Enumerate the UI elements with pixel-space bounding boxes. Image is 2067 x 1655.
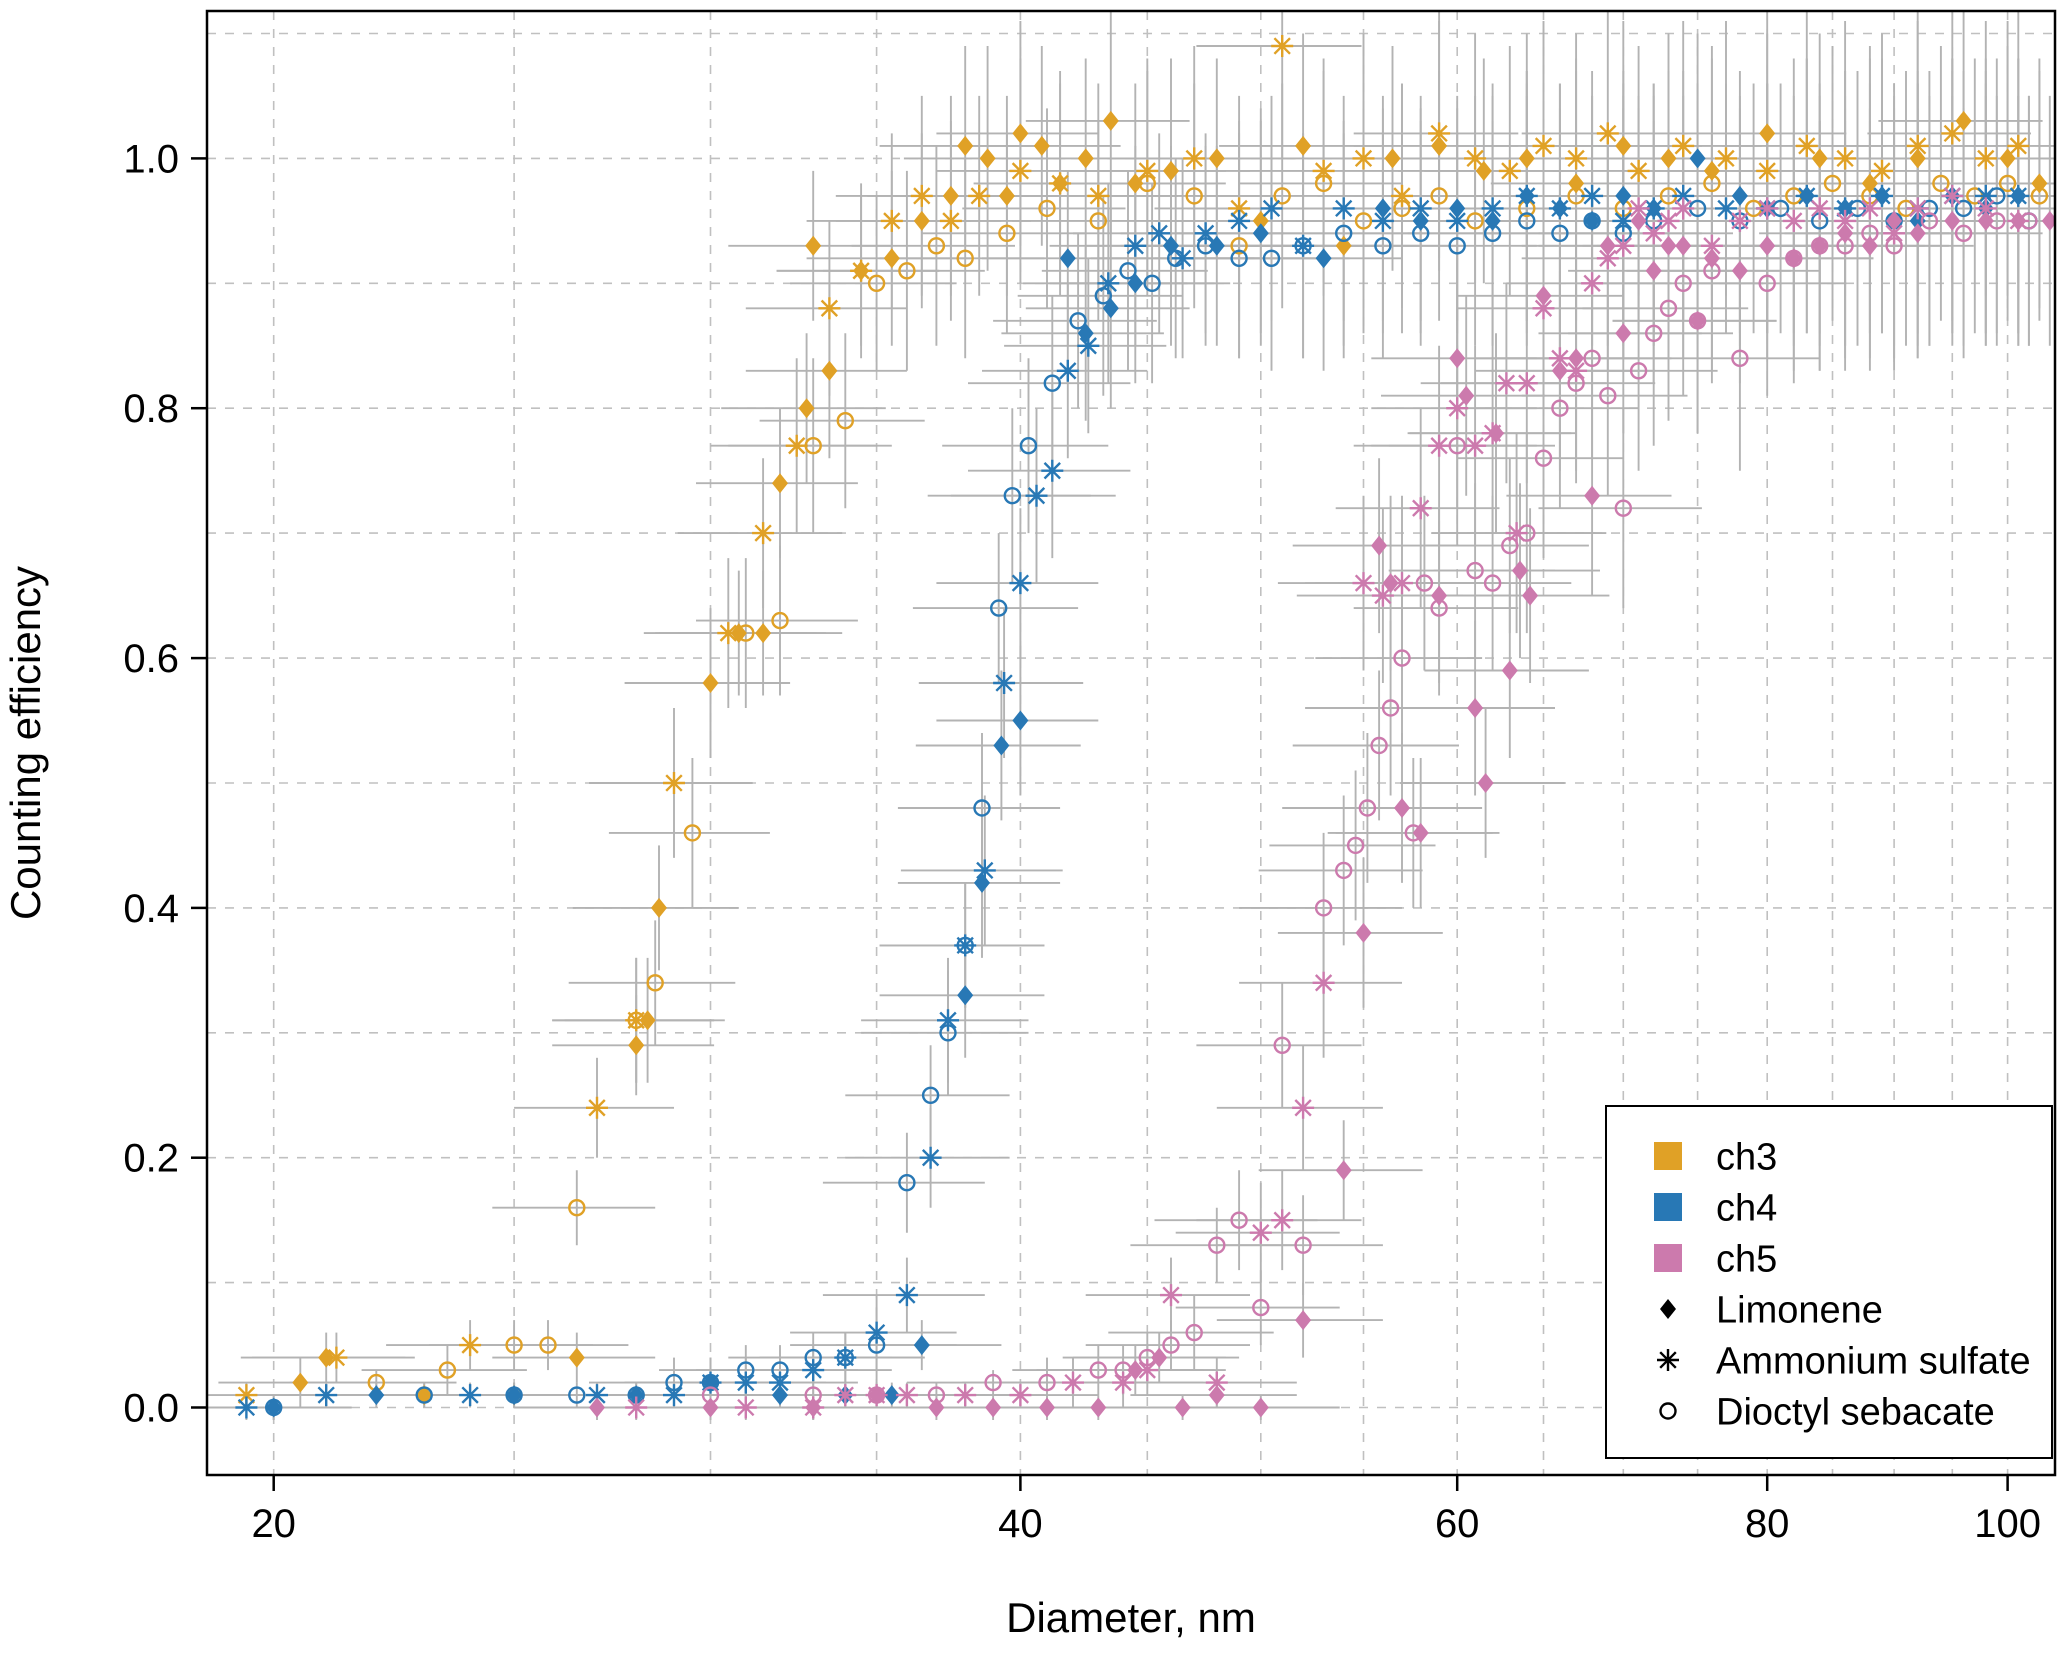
legend-item-dioctyl-sebacate: Dioctyl sebacate — [1659, 1391, 1995, 1433]
series-ch4-dioctyl-sebacate — [265, 187, 2038, 1417]
legend-label: Ammonium sulfate — [1716, 1340, 2031, 1382]
legend-item-ch4: ch4 — [1654, 1187, 1777, 1229]
y-tick-label: 0.4 — [123, 887, 179, 931]
legend-label: Dioctyl sebacate — [1716, 1391, 1995, 1433]
series-ch5-limonene — [589, 210, 2055, 1418]
legend-item-ammonium-sulfate: Ammonium sulfate — [1657, 1340, 2031, 1382]
x-tick-label: 80 — [1745, 1502, 1790, 1546]
x-tick-label: 40 — [998, 1502, 1043, 1546]
series-ch5-ammonium-sulfate — [625, 184, 2030, 1419]
y-axis-label: Counting efficiency — [2, 566, 49, 920]
gridlines — [207, 11, 2055, 1475]
y-tick-label: 1.0 — [123, 137, 179, 181]
legend-item-ch5: ch5 — [1654, 1238, 1777, 1280]
legend-label: ch5 — [1716, 1238, 1777, 1280]
data-points — [235, 35, 2055, 1419]
x-tick-label: 20 — [251, 1502, 296, 1546]
legend: ch3 ch4 ch5 Limonene Ammonium sulfate Dioctyl… — [1605, 1105, 2053, 1459]
error-bars-ch5-dioctyl-sebacate — [624, 95, 2055, 1408]
axes: 20 40 60 80 100 0.0 0.2 0.4 0.6 0.8 1.0 — [123, 137, 2041, 1546]
x-axis-label: Diameter, nm — [1006, 1594, 1256, 1641]
legend-item-ch3: ch3 — [1654, 1136, 1777, 1178]
legend-label: Limonene — [1716, 1289, 1883, 1331]
legend-label: ch4 — [1716, 1187, 1777, 1229]
legend-label: ch3 — [1716, 1136, 1777, 1178]
y-tick-label: 0.2 — [123, 1137, 179, 1181]
series-ch5-dioctyl-sebacate — [701, 212, 2038, 1404]
legend-item-limonene: Limonene — [1660, 1289, 1883, 1331]
y-tick-label: 0.8 — [123, 387, 179, 431]
x-tick-label: 100 — [1974, 1502, 2041, 1546]
series-ch3-ammonium-sulfate — [235, 35, 2030, 1407]
y-tick-label: 0.6 — [123, 637, 179, 681]
plot-area-border — [205, 9, 2057, 1477]
y-tick-label: 0.0 — [123, 1387, 179, 1431]
x-tick-label: 60 — [1435, 1502, 1480, 1546]
